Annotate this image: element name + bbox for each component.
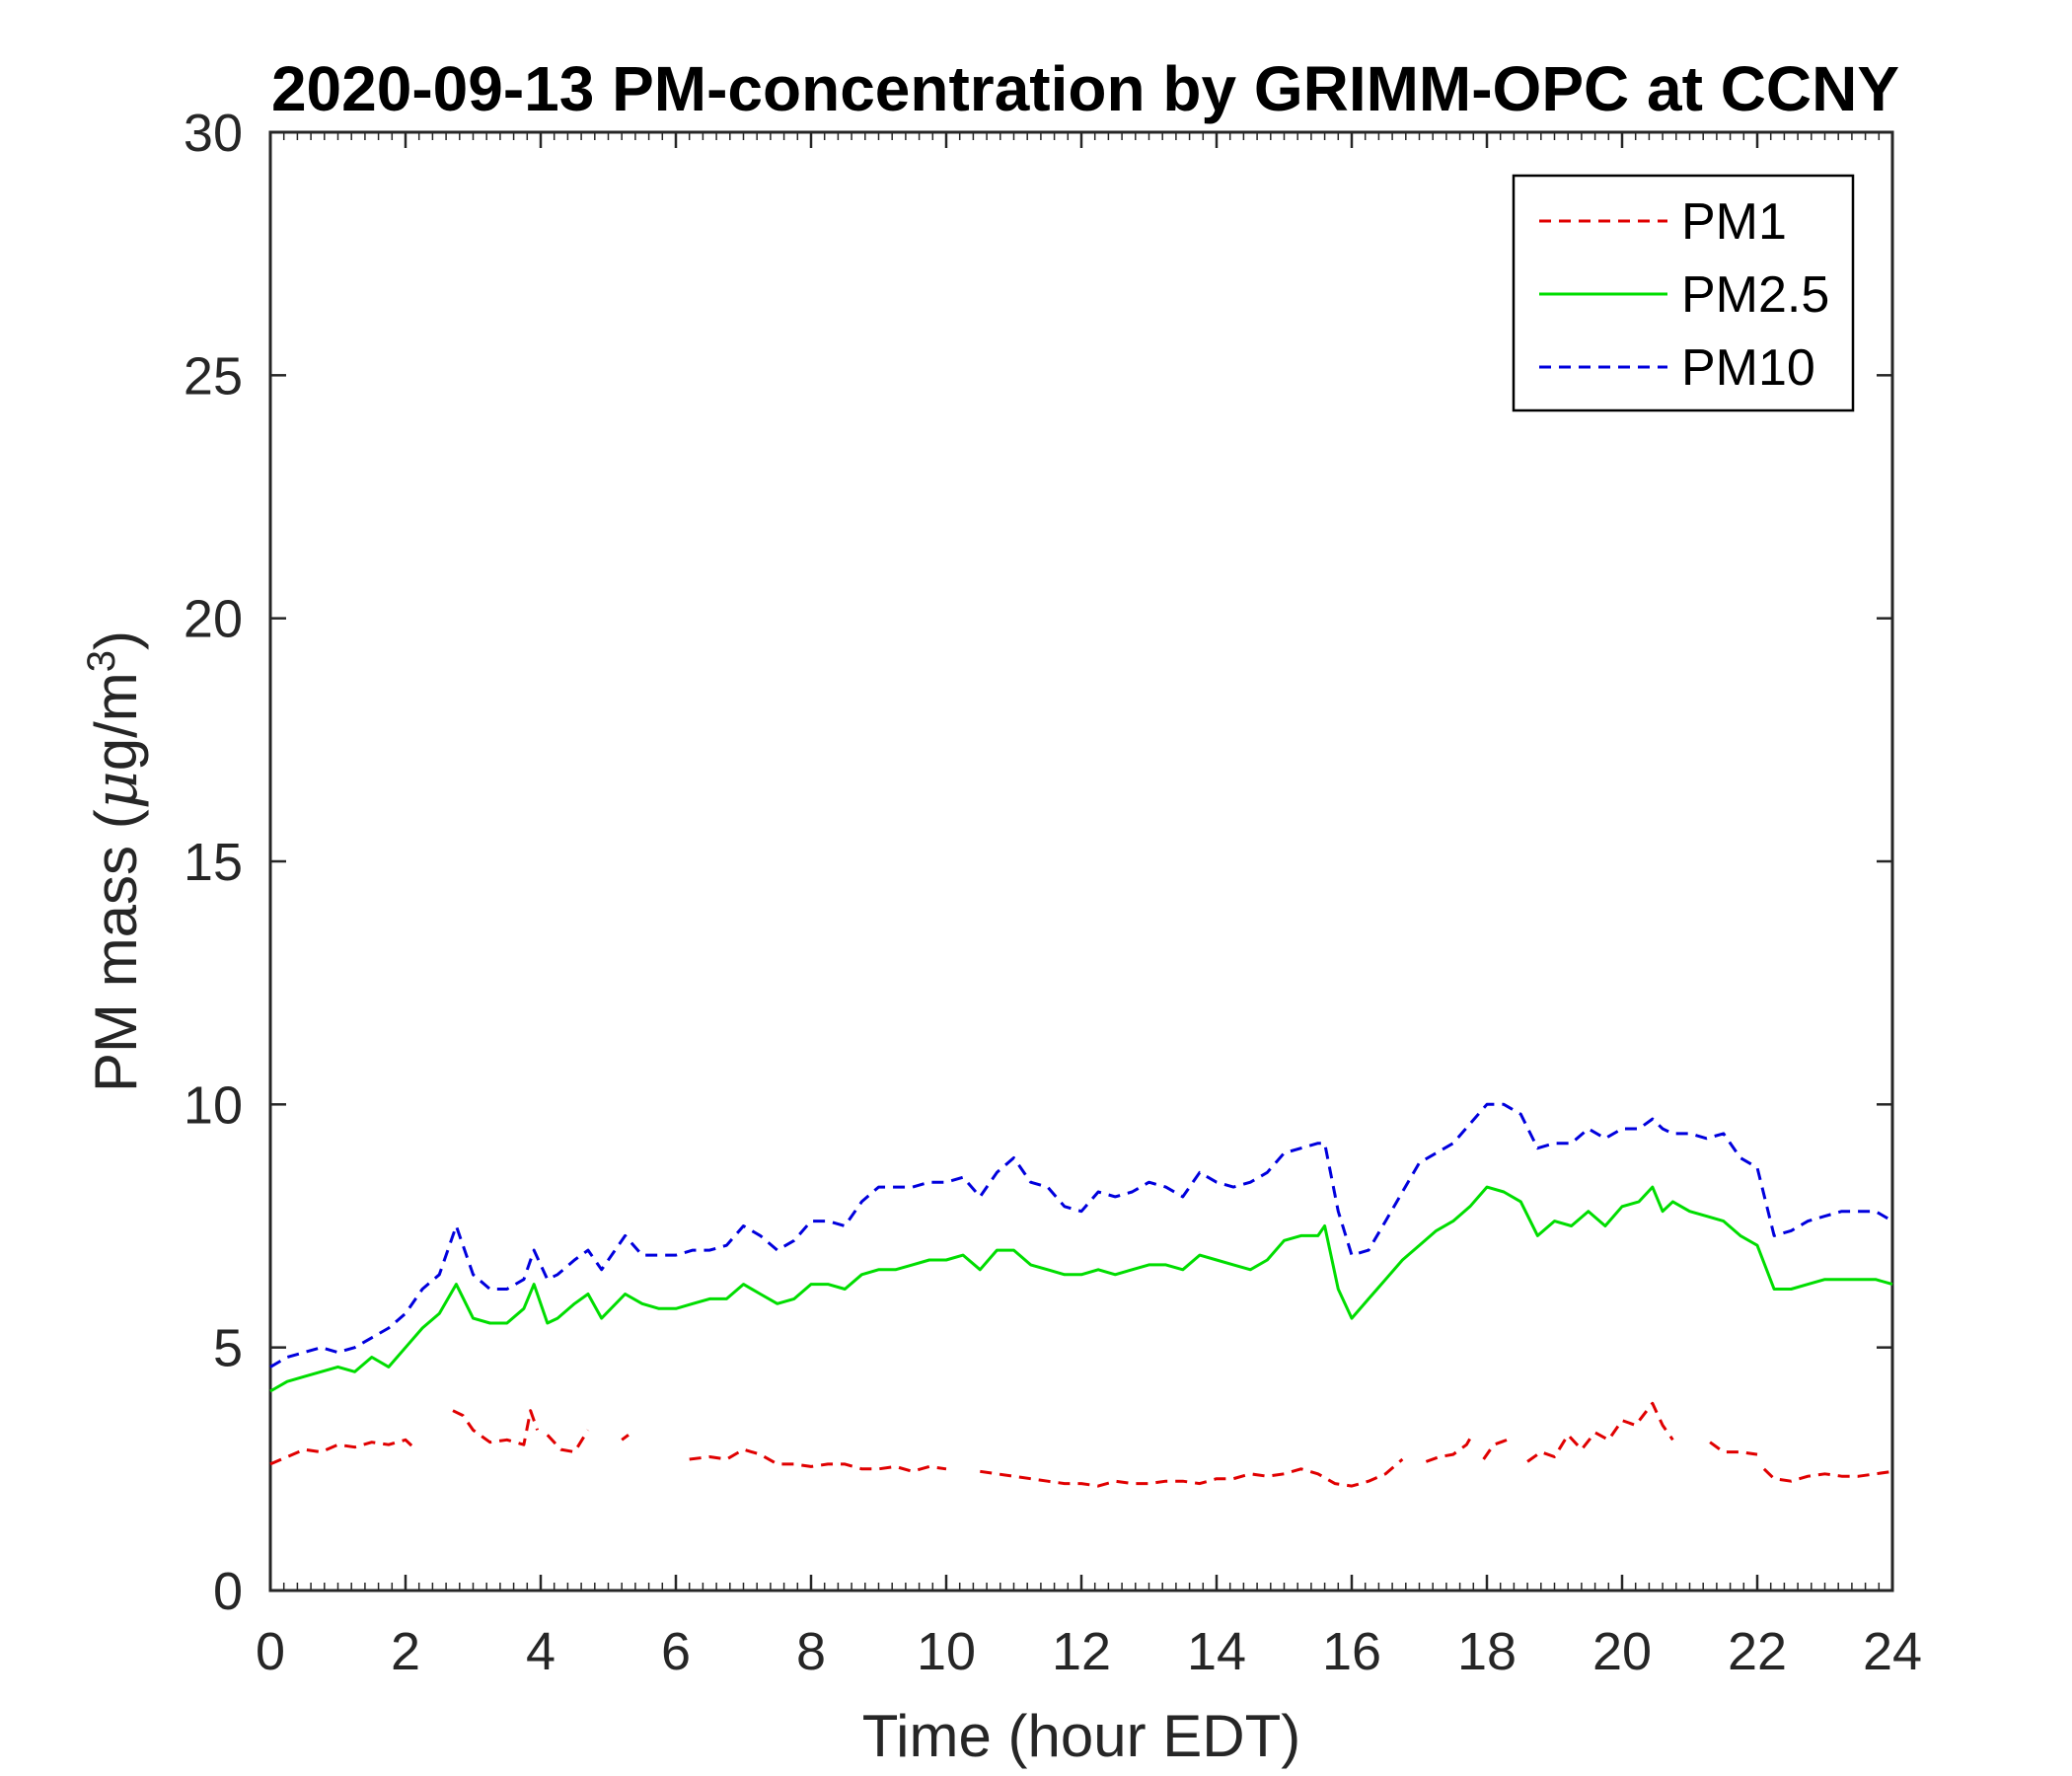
x-tick-label: 22 [1728, 1622, 1787, 1681]
x-tick-label: 2 [391, 1622, 420, 1681]
y-axis-label: PM mass (μg/m3) [80, 630, 151, 1092]
legend: PM1 PM2.5 PM10 [1512, 174, 1855, 412]
major-ticks [268, 130, 1894, 1592]
x-tick-label: 24 [1863, 1622, 1922, 1681]
x-tick-label: 12 [1052, 1622, 1111, 1681]
legend-items: PM1 PM2.5 PM10 [1539, 193, 1829, 397]
series-line-pm1 [269, 1401, 1893, 1488]
y-axis-label-main: PM mass ( [83, 809, 149, 1092]
x-tick-label: 4 [526, 1622, 555, 1681]
minor-ticks [282, 132, 1881, 1591]
series-line-pm2-5 [269, 1185, 1893, 1393]
legend-label-pm2-5: PM2.5 [1681, 266, 1829, 324]
series-layer [269, 1102, 1893, 1488]
x-tick-label: 6 [661, 1622, 691, 1681]
x-tick-label: 16 [1322, 1622, 1381, 1681]
y-tick-label: 25 [184, 346, 243, 406]
y-axis-label-sup: 3 [80, 650, 123, 672]
x-axis-label: Time (hour EDT) [862, 1703, 1301, 1769]
x-tick-label: 20 [1592, 1622, 1652, 1681]
legend-label-pm10: PM10 [1681, 339, 1815, 397]
y-tick-label: 30 [184, 104, 243, 163]
series-line-pm10 [269, 1102, 1893, 1369]
x-tick-label: 14 [1187, 1622, 1246, 1681]
y-tick-label: 5 [213, 1319, 243, 1378]
y-tick-labels: 0 5 10 15 20 25 30 [184, 104, 243, 1621]
y-tick-label: 10 [184, 1075, 243, 1135]
y-tick-label: 0 [213, 1562, 243, 1621]
x-tick-label: 18 [1457, 1622, 1517, 1681]
y-axis-label-close: ) [83, 630, 149, 650]
legend-label-pm1: PM1 [1681, 193, 1787, 251]
x-tick-label: 0 [256, 1622, 285, 1681]
y-axis-label-unit: g/m [83, 672, 149, 771]
x-tick-label: 10 [917, 1622, 976, 1681]
x-tick-labels: 0 2 4 6 8 10 12 14 16 18 20 22 24 [256, 1622, 1922, 1681]
y-tick-label: 15 [184, 833, 243, 892]
x-tick-label: 8 [796, 1622, 826, 1681]
chart-title: 2020-09-13 PM-concentration by GRIMM-OPC… [271, 53, 1899, 124]
y-axis-label-mu: μ [82, 771, 151, 809]
y-tick-label: 20 [184, 590, 243, 649]
